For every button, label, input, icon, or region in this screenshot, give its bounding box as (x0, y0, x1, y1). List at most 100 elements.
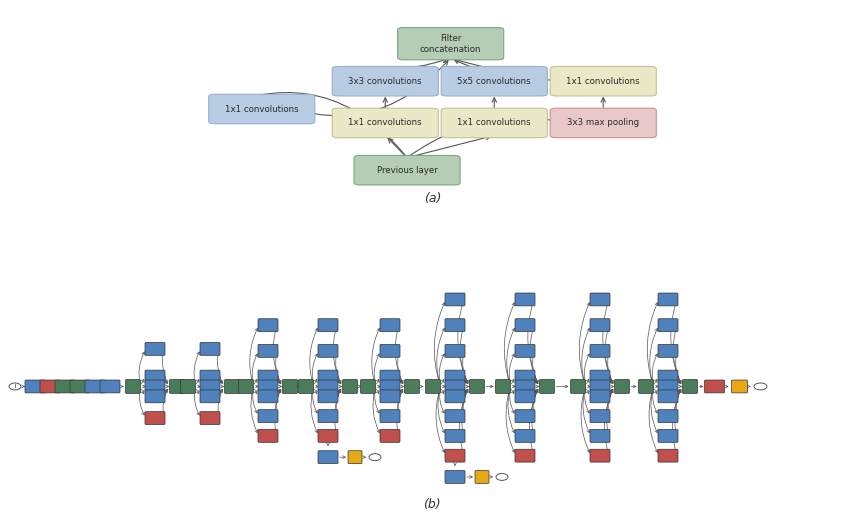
FancyBboxPatch shape (658, 390, 678, 403)
FancyBboxPatch shape (470, 380, 484, 393)
FancyBboxPatch shape (445, 380, 465, 393)
FancyBboxPatch shape (318, 410, 338, 422)
FancyBboxPatch shape (170, 380, 184, 393)
FancyBboxPatch shape (445, 345, 465, 357)
FancyBboxPatch shape (515, 410, 535, 422)
FancyBboxPatch shape (354, 156, 460, 185)
FancyBboxPatch shape (445, 449, 465, 462)
FancyBboxPatch shape (200, 390, 220, 403)
FancyBboxPatch shape (145, 380, 165, 393)
FancyBboxPatch shape (590, 449, 610, 462)
FancyBboxPatch shape (318, 345, 338, 357)
FancyBboxPatch shape (445, 471, 465, 484)
FancyBboxPatch shape (445, 319, 465, 332)
Ellipse shape (496, 473, 508, 480)
FancyBboxPatch shape (200, 342, 220, 355)
FancyBboxPatch shape (258, 319, 278, 332)
FancyBboxPatch shape (225, 380, 240, 393)
FancyBboxPatch shape (515, 345, 535, 357)
FancyBboxPatch shape (25, 380, 45, 393)
FancyBboxPatch shape (380, 319, 400, 332)
Ellipse shape (754, 383, 767, 390)
FancyBboxPatch shape (145, 390, 165, 403)
FancyBboxPatch shape (515, 370, 535, 383)
Text: 1x1 convolutions: 1x1 convolutions (349, 118, 422, 127)
FancyBboxPatch shape (145, 411, 165, 424)
FancyBboxPatch shape (590, 390, 610, 403)
Text: Previous layer: Previous layer (376, 166, 438, 175)
FancyBboxPatch shape (515, 449, 535, 462)
FancyBboxPatch shape (85, 380, 105, 393)
FancyBboxPatch shape (200, 380, 220, 393)
FancyBboxPatch shape (445, 293, 465, 306)
FancyBboxPatch shape (318, 370, 338, 383)
FancyBboxPatch shape (200, 370, 220, 383)
FancyBboxPatch shape (658, 293, 678, 306)
FancyBboxPatch shape (590, 380, 610, 393)
Text: I: I (14, 384, 16, 389)
FancyBboxPatch shape (658, 449, 678, 462)
FancyBboxPatch shape (298, 380, 313, 393)
FancyBboxPatch shape (258, 380, 278, 393)
FancyBboxPatch shape (125, 380, 140, 393)
FancyBboxPatch shape (380, 380, 400, 393)
FancyBboxPatch shape (145, 370, 165, 383)
FancyBboxPatch shape (258, 390, 278, 403)
FancyBboxPatch shape (441, 108, 548, 138)
FancyBboxPatch shape (682, 380, 697, 393)
FancyBboxPatch shape (318, 319, 338, 332)
FancyBboxPatch shape (380, 430, 400, 442)
FancyBboxPatch shape (658, 430, 678, 442)
FancyBboxPatch shape (318, 430, 338, 442)
FancyBboxPatch shape (445, 430, 465, 442)
FancyBboxPatch shape (590, 370, 610, 383)
FancyBboxPatch shape (515, 380, 535, 393)
Text: (b): (b) (423, 498, 441, 511)
FancyBboxPatch shape (380, 345, 400, 357)
FancyBboxPatch shape (208, 94, 315, 124)
FancyBboxPatch shape (475, 471, 489, 484)
FancyBboxPatch shape (571, 380, 586, 393)
Text: 1x1 convolutions: 1x1 convolutions (567, 77, 640, 85)
FancyBboxPatch shape (380, 390, 400, 403)
FancyBboxPatch shape (332, 108, 439, 138)
FancyBboxPatch shape (550, 66, 657, 96)
FancyBboxPatch shape (590, 319, 610, 332)
FancyBboxPatch shape (258, 370, 278, 383)
FancyBboxPatch shape (348, 451, 362, 464)
FancyBboxPatch shape (590, 410, 610, 422)
FancyBboxPatch shape (405, 380, 420, 393)
FancyBboxPatch shape (55, 380, 75, 393)
FancyBboxPatch shape (658, 380, 678, 393)
FancyBboxPatch shape (658, 370, 678, 383)
FancyBboxPatch shape (318, 451, 338, 464)
FancyBboxPatch shape (590, 345, 610, 357)
FancyBboxPatch shape (590, 293, 610, 306)
Text: 3x3 convolutions: 3x3 convolutions (349, 77, 422, 85)
FancyBboxPatch shape (515, 293, 535, 306)
FancyBboxPatch shape (445, 410, 465, 422)
FancyBboxPatch shape (361, 380, 375, 393)
FancyBboxPatch shape (283, 380, 298, 393)
FancyBboxPatch shape (343, 380, 357, 393)
FancyBboxPatch shape (426, 380, 440, 393)
FancyBboxPatch shape (258, 430, 278, 442)
FancyBboxPatch shape (658, 319, 678, 332)
FancyBboxPatch shape (398, 27, 503, 60)
FancyBboxPatch shape (732, 380, 747, 393)
FancyBboxPatch shape (515, 430, 535, 442)
FancyBboxPatch shape (70, 380, 90, 393)
FancyBboxPatch shape (200, 411, 220, 424)
Text: (a): (a) (424, 192, 441, 205)
FancyBboxPatch shape (380, 370, 400, 383)
Text: 5x5 convolutions: 5x5 convolutions (458, 77, 531, 85)
FancyBboxPatch shape (445, 370, 465, 383)
FancyBboxPatch shape (614, 380, 630, 393)
FancyBboxPatch shape (704, 380, 725, 393)
FancyBboxPatch shape (658, 345, 678, 357)
FancyBboxPatch shape (258, 345, 278, 357)
FancyBboxPatch shape (318, 380, 338, 393)
Text: Filter
concatenation: Filter concatenation (420, 33, 482, 54)
FancyBboxPatch shape (441, 66, 548, 96)
Ellipse shape (369, 454, 381, 460)
